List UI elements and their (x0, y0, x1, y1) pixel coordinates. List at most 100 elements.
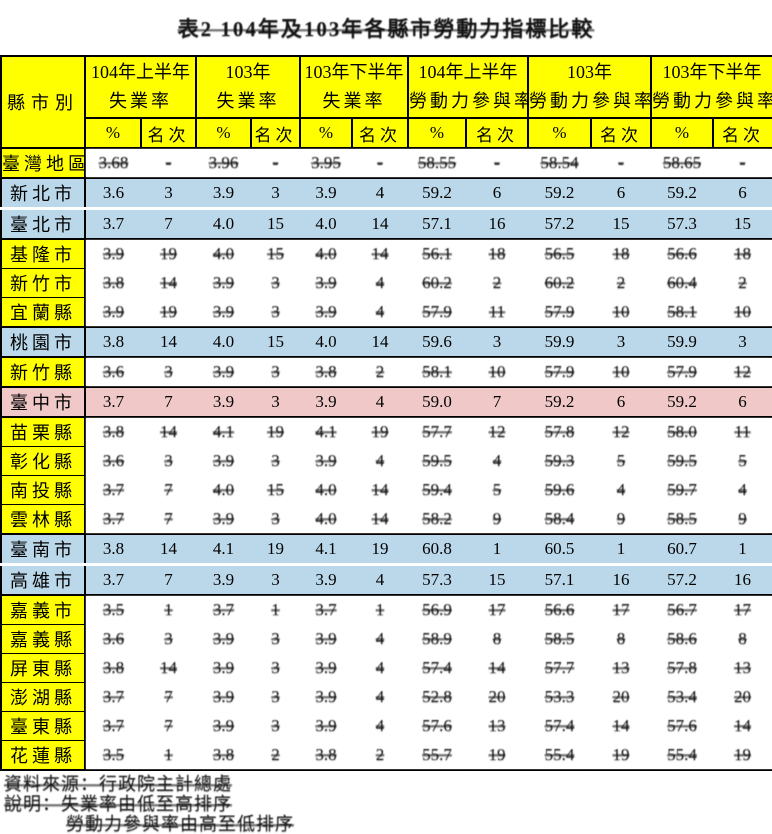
value-cell: 2 (251, 740, 300, 770)
value-cell: 19 (141, 239, 196, 269)
value-cell: 60.8 (408, 533, 466, 566)
value-cell: 19 (352, 533, 408, 566)
value-cell: 15 (251, 326, 300, 358)
table-header: 縣市別 104年上半年 失業率 103年 失業率 103年下半年 失業率 104… (0, 55, 772, 149)
value-cell: 59.2 (651, 177, 713, 210)
value-cell: 4 (352, 177, 408, 210)
county-name-cell: 嘉義縣 (0, 624, 86, 654)
value-cell: 57.2 (528, 207, 591, 240)
value-cell: 7 (466, 386, 528, 418)
value-cell: 58.5 (528, 624, 591, 654)
value-cell: 5 (466, 475, 528, 505)
value-cell: 3.9 (300, 563, 352, 596)
value-cell: 3.7 (85, 682, 141, 712)
value-cell: 4.0 (300, 207, 352, 240)
value-cell: 3.7 (300, 595, 352, 625)
value-cell: 1 (141, 740, 196, 770)
footnotes: 資料來源：行政院主計總處 說明：失業率由低至高排序 勞動力參與率由高至低排序 (0, 771, 772, 834)
value-cell: 59.9 (528, 326, 591, 358)
value-cell: 3 (251, 682, 300, 712)
subheader-rank: 名次 (140, 117, 197, 149)
value-cell: 15 (591, 207, 651, 240)
table-row: 嘉義縣 3.6 3 3.9 3 3.9 4 58.9 8 58.5 8 58.6… (0, 624, 772, 654)
value-cell: 14 (352, 504, 408, 534)
value-cell: 3.9 (196, 297, 251, 327)
value-cell: 57.4 (528, 711, 591, 741)
value-cell: 3 (141, 177, 196, 210)
value-cell: 15 (251, 207, 300, 240)
value-cell: 14 (591, 711, 651, 741)
value-cell: 19 (141, 297, 196, 327)
value-cell: 53.3 (528, 682, 591, 712)
value-cell: 57.3 (651, 207, 713, 240)
county-name-cell: 新竹市 (0, 268, 86, 298)
value-cell: 4 (591, 475, 651, 505)
value-cell: 3.96 (196, 148, 251, 179)
county-name-cell: 新北市 (0, 177, 86, 210)
value-cell: 4.1 (300, 417, 352, 447)
value-cell: 3.9 (196, 268, 251, 298)
value-cell: 15 (251, 239, 300, 269)
value-cell: 58.6 (651, 624, 713, 654)
value-cell: 3.95 (300, 148, 352, 179)
value-cell: 14 (352, 207, 408, 240)
subheader-rank: 名次 (351, 117, 409, 149)
value-cell: 14 (141, 653, 196, 683)
value-cell: 6 (591, 177, 651, 210)
value-cell: 3 (251, 711, 300, 741)
value-cell: 8 (713, 624, 772, 654)
value-cell: 4.0 (196, 207, 251, 240)
value-cell: 13 (466, 711, 528, 741)
value-cell: 58.4 (528, 504, 591, 534)
value-cell: 59.3 (528, 446, 591, 476)
value-cell: 12 (713, 357, 772, 387)
value-cell: 3.9 (196, 682, 251, 712)
value-cell: - (713, 148, 772, 179)
value-cell: 3.7 (85, 504, 141, 534)
value-cell: 4 (352, 297, 408, 327)
county-name-cell: 桃園市 (0, 326, 86, 358)
value-cell: 57.1 (528, 563, 591, 596)
county-name-cell: 臺中市 (0, 386, 86, 418)
table-row: 彰化縣 3.6 3 3.9 3 3.9 4 59.5 4 59.3 5 59.5… (0, 446, 772, 476)
table-row: 臺東縣 3.7 7 3.9 3 3.9 4 57.6 13 57.4 14 57… (0, 711, 772, 741)
value-cell: 58.5 (651, 504, 713, 534)
column-group-lfpr-103h2: 103年下半年 勞動力參與率 (650, 55, 772, 119)
value-cell: 18 (591, 239, 651, 269)
value-cell: 57.9 (528, 357, 591, 387)
value-cell: 3.9 (300, 682, 352, 712)
value-cell: 11 (466, 297, 528, 327)
value-cell: 55.4 (528, 740, 591, 770)
value-cell: 15 (251, 475, 300, 505)
value-cell: 59.2 (528, 386, 591, 418)
value-cell: 3 (251, 504, 300, 534)
value-cell: 3 (251, 446, 300, 476)
value-cell: 6 (713, 386, 772, 418)
value-cell: 14 (141, 417, 196, 447)
value-cell: 59.6 (528, 475, 591, 505)
value-cell: 57.7 (528, 653, 591, 683)
value-cell: 58.2 (408, 504, 466, 534)
table-row: 基隆市 3.9 19 4.0 15 4.0 14 56.1 18 56.5 18… (0, 238, 772, 269)
group-title-line2: 失業率 (216, 91, 280, 111)
value-cell: 3.7 (85, 207, 141, 240)
value-cell: 1 (713, 533, 772, 566)
value-cell: 4 (352, 711, 408, 741)
value-cell: 3.8 (85, 417, 141, 447)
value-cell: 20 (713, 682, 772, 712)
column-group-unemployment-103h2: 103年下半年 失業率 (299, 55, 409, 119)
county-name-cell: 臺東縣 (0, 711, 86, 741)
table-row: 南投縣 3.7 7 4.0 15 4.0 14 59.4 5 59.6 4 59… (0, 475, 772, 505)
county-name-cell: 基隆市 (0, 238, 86, 269)
value-cell: 5 (591, 446, 651, 476)
value-cell: 3.6 (85, 357, 141, 387)
value-cell: 3.9 (196, 504, 251, 534)
value-cell: 3.7 (85, 711, 141, 741)
value-cell: 3 (251, 624, 300, 654)
value-cell: 19 (591, 740, 651, 770)
value-cell: 56.9 (408, 595, 466, 625)
value-cell: 56.6 (651, 239, 713, 269)
value-cell: 58.1 (408, 357, 466, 387)
value-cell: 52.8 (408, 682, 466, 712)
value-cell: 19 (713, 740, 772, 770)
